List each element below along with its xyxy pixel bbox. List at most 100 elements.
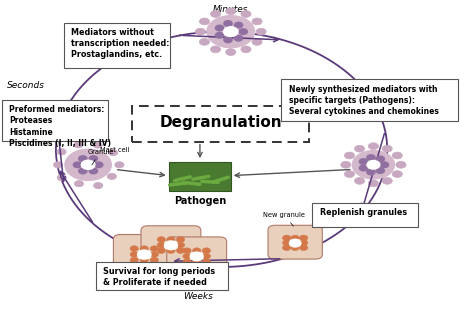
- Circle shape: [150, 258, 158, 263]
- Circle shape: [283, 235, 291, 241]
- Text: Pathogen: Pathogen: [174, 196, 226, 207]
- Circle shape: [157, 248, 165, 253]
- Circle shape: [65, 149, 111, 180]
- Circle shape: [130, 246, 138, 251]
- Circle shape: [239, 29, 247, 35]
- FancyBboxPatch shape: [169, 162, 231, 191]
- Text: Survival for long periods
& Proliferate if needed: Survival for long periods & Proliferate …: [103, 267, 215, 287]
- Text: Seconds: Seconds: [7, 81, 45, 90]
- Circle shape: [367, 155, 375, 160]
- Circle shape: [367, 160, 380, 169]
- Circle shape: [202, 259, 210, 265]
- Circle shape: [215, 33, 224, 38]
- Circle shape: [359, 165, 368, 171]
- Text: Replenish granules: Replenish granules: [319, 208, 407, 217]
- Circle shape: [283, 245, 291, 250]
- Circle shape: [392, 152, 402, 159]
- Text: Weeks: Weeks: [183, 292, 213, 301]
- Circle shape: [355, 145, 365, 152]
- Circle shape: [368, 143, 378, 150]
- Circle shape: [79, 168, 87, 174]
- Circle shape: [368, 180, 378, 187]
- Circle shape: [183, 248, 191, 253]
- Circle shape: [234, 35, 243, 41]
- Circle shape: [376, 168, 384, 173]
- Circle shape: [382, 145, 392, 152]
- Circle shape: [392, 171, 402, 178]
- Text: Degranulation: Degranulation: [159, 115, 282, 131]
- Text: Newly synthesized mediators with
specific targets (Pathogens):
Several cytokines: Newly synthesized mediators with specifi…: [289, 85, 438, 116]
- Circle shape: [192, 253, 201, 259]
- Text: Preformed mediators:
Proteases
Histamine
Piscidines (I, II, III & IV): Preformed mediators: Proteases Histamine…: [9, 105, 111, 148]
- Circle shape: [157, 237, 165, 242]
- Circle shape: [89, 156, 98, 161]
- Circle shape: [210, 46, 220, 53]
- Circle shape: [94, 162, 103, 168]
- Circle shape: [195, 28, 205, 35]
- Circle shape: [176, 248, 185, 253]
- Circle shape: [57, 174, 66, 181]
- Circle shape: [283, 240, 291, 246]
- Circle shape: [74, 181, 83, 187]
- Circle shape: [57, 149, 66, 155]
- Circle shape: [167, 237, 175, 242]
- FancyBboxPatch shape: [1, 100, 108, 141]
- Circle shape: [224, 37, 232, 43]
- Circle shape: [380, 162, 389, 168]
- Circle shape: [73, 162, 82, 168]
- FancyBboxPatch shape: [132, 106, 309, 142]
- FancyBboxPatch shape: [312, 203, 419, 227]
- Circle shape: [226, 49, 236, 55]
- Circle shape: [396, 161, 406, 168]
- Circle shape: [241, 46, 251, 53]
- Text: Minutes: Minutes: [213, 5, 248, 14]
- Circle shape: [352, 151, 394, 179]
- FancyBboxPatch shape: [141, 226, 201, 263]
- FancyBboxPatch shape: [268, 225, 322, 259]
- Circle shape: [210, 11, 220, 17]
- Circle shape: [300, 235, 308, 241]
- Circle shape: [252, 39, 262, 45]
- Circle shape: [215, 25, 224, 31]
- Text: Mast cell: Mast cell: [100, 147, 129, 153]
- Circle shape: [93, 142, 102, 148]
- Circle shape: [74, 142, 83, 148]
- FancyBboxPatch shape: [167, 237, 227, 274]
- Circle shape: [130, 258, 138, 263]
- Circle shape: [54, 162, 63, 168]
- Circle shape: [291, 240, 299, 246]
- Circle shape: [300, 245, 308, 250]
- Circle shape: [82, 160, 95, 169]
- Text: Mediators without
transcription needed:
Prostaglandins, etc.: Mediators without transcription needed: …: [71, 28, 170, 59]
- FancyBboxPatch shape: [113, 234, 175, 273]
- Circle shape: [234, 22, 243, 28]
- Circle shape: [157, 242, 165, 248]
- Circle shape: [200, 39, 210, 45]
- Circle shape: [291, 245, 299, 250]
- FancyBboxPatch shape: [64, 23, 170, 68]
- Text: Granule: Granule: [87, 149, 114, 165]
- Circle shape: [355, 178, 365, 184]
- FancyBboxPatch shape: [282, 79, 458, 121]
- Circle shape: [202, 248, 210, 253]
- Circle shape: [183, 253, 191, 259]
- Circle shape: [200, 18, 210, 25]
- Circle shape: [140, 258, 148, 263]
- Circle shape: [224, 21, 232, 26]
- Circle shape: [192, 259, 201, 265]
- Circle shape: [93, 183, 103, 189]
- Circle shape: [115, 162, 124, 168]
- Circle shape: [137, 250, 151, 259]
- Circle shape: [224, 27, 238, 36]
- Circle shape: [345, 171, 355, 178]
- Circle shape: [345, 152, 355, 159]
- Circle shape: [252, 18, 262, 25]
- Text: Days: Days: [365, 208, 387, 217]
- Circle shape: [150, 246, 158, 251]
- Circle shape: [207, 16, 255, 48]
- Circle shape: [176, 242, 185, 248]
- Circle shape: [256, 28, 266, 35]
- Circle shape: [109, 150, 118, 156]
- Circle shape: [150, 252, 158, 257]
- Circle shape: [376, 156, 384, 162]
